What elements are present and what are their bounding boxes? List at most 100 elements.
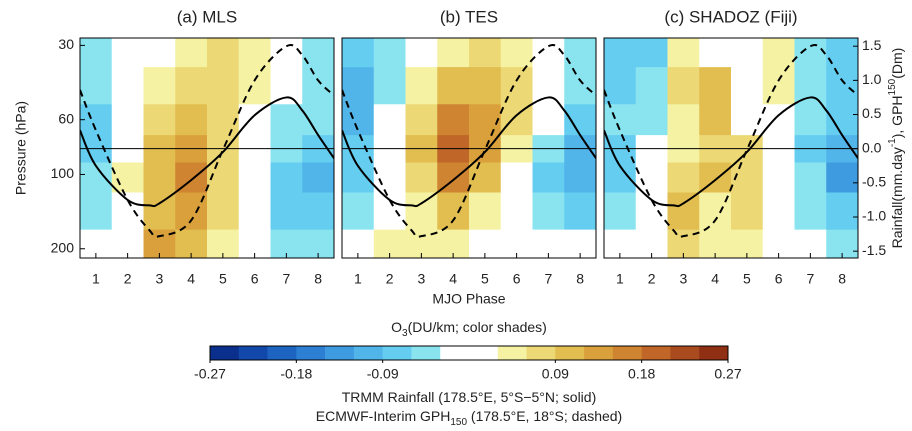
x-tick-label: 2 xyxy=(648,271,656,287)
x-tick-label: 5 xyxy=(219,271,227,287)
contour-cell xyxy=(405,192,438,231)
y2-axis-label-part: ), GPH xyxy=(889,95,905,138)
curve xyxy=(80,96,334,208)
contour-cell xyxy=(238,67,271,105)
x-tick-label: 8 xyxy=(314,271,322,287)
x-tick-label: 2 xyxy=(386,271,394,287)
colorbar-title-part: O xyxy=(391,319,402,335)
contour-cell xyxy=(500,67,533,105)
contour-cell xyxy=(699,104,732,136)
contour-cell xyxy=(143,38,176,68)
x-tick-label: 6 xyxy=(251,271,259,287)
contour-cell xyxy=(238,192,271,231)
contour-cell xyxy=(111,104,144,136)
colorbar-tick-label: 0.27 xyxy=(714,366,741,382)
frame xyxy=(79,37,335,259)
contour-cell xyxy=(270,67,303,105)
contour-cell xyxy=(469,67,502,105)
contour-cell xyxy=(564,104,596,136)
frame xyxy=(341,37,597,259)
contour-cell xyxy=(80,104,113,136)
colorbar-bin xyxy=(612,346,642,360)
contour-cell xyxy=(143,192,176,231)
contour-cell xyxy=(667,38,700,68)
x-tick-label: 3 xyxy=(155,271,163,287)
x-tick-label: 5 xyxy=(743,271,751,287)
y2-axis-label-part: -1 xyxy=(887,138,898,147)
contour-cell xyxy=(342,67,375,105)
contour-cell xyxy=(405,67,438,105)
panel xyxy=(80,38,334,258)
colorbar-bin xyxy=(641,346,671,360)
contour-cell xyxy=(794,192,827,231)
contour-cell xyxy=(731,192,764,231)
contour-cell xyxy=(635,192,668,231)
y2-tick-label: -1.5 xyxy=(862,242,886,258)
note-part: (178.5°E, 18°S; dashed) xyxy=(467,408,622,424)
frame xyxy=(603,37,859,259)
x-tick-label: 3 xyxy=(417,271,425,287)
contour-cell xyxy=(604,38,637,68)
contour-cell xyxy=(270,38,303,68)
contour-cell xyxy=(437,104,470,136)
contour-cell xyxy=(604,192,637,231)
contour-cell xyxy=(469,104,502,136)
note: TRMM Rainfall (178.5°E, 5°S−5°N; solid) xyxy=(342,389,597,405)
colorbar-bin xyxy=(296,346,326,360)
panel-title: (a) MLS xyxy=(177,7,237,26)
contour-cell xyxy=(405,162,438,193)
contour-cell xyxy=(794,104,827,136)
colorbar-bin xyxy=(267,346,297,360)
contour-cell xyxy=(762,67,795,105)
colorbar-bin xyxy=(497,346,527,360)
contour-cell xyxy=(500,104,533,136)
contour-cell xyxy=(111,162,144,193)
colorbar-tick-label: -0.18 xyxy=(280,366,312,382)
contour-cell xyxy=(564,67,596,105)
y2-tick-label: 0.0 xyxy=(862,139,882,155)
contour-cell xyxy=(667,67,700,105)
contour-cell xyxy=(302,192,334,231)
colorbar-bin xyxy=(526,346,556,360)
x-tick-label: 1 xyxy=(616,271,624,287)
x-tick-label: 4 xyxy=(711,271,719,287)
contour-cell xyxy=(731,67,764,105)
y-tick-label: 60 xyxy=(58,110,74,126)
colorbar-bin xyxy=(325,346,355,360)
contour-cell xyxy=(342,104,375,136)
contour-cell xyxy=(270,162,303,193)
contour-cell xyxy=(373,67,406,105)
colorbar-bin xyxy=(382,346,412,360)
contour-cell xyxy=(826,104,858,136)
note: ECMWF-Interim GPH150 (178.5°E, 18°S; das… xyxy=(316,408,622,428)
contour-cell xyxy=(80,192,113,231)
contour-cell xyxy=(469,38,502,68)
curve xyxy=(342,96,596,208)
contour-cell xyxy=(762,162,795,193)
contour-cell xyxy=(794,38,827,68)
contour-cell xyxy=(238,104,271,136)
colorbar-bin xyxy=(210,346,240,360)
x-tick-label: 6 xyxy=(513,271,521,287)
y2-axis-label-part: Rainfall(mm.day xyxy=(889,147,905,248)
contour-cell xyxy=(80,67,113,105)
x-tick-label: 7 xyxy=(282,271,290,287)
y2-axis-label: Rainfall(mm.day-1), GPH150(Dm) xyxy=(887,48,905,249)
panel-title: (c) SHADOZ (Fiji) xyxy=(664,7,797,26)
contour-cell xyxy=(794,162,827,193)
contour-cell xyxy=(532,162,565,193)
colorbar-title-part: (DU/km; color shades) xyxy=(408,319,547,335)
contour-cell xyxy=(405,38,438,68)
contour-cell xyxy=(238,38,271,68)
colorbar-bin xyxy=(238,346,268,360)
note-part: 150 xyxy=(450,417,467,428)
contour-cell xyxy=(405,104,438,136)
colorbar-bin xyxy=(555,346,585,360)
colorbar-title-part: 3 xyxy=(402,328,408,339)
contour-cell xyxy=(667,104,700,136)
y2-axis-label-part: 150 xyxy=(887,78,898,95)
y-axis-label: Pressure (hPa) xyxy=(13,101,29,195)
y-tick-label: 100 xyxy=(51,165,75,181)
contour-cell xyxy=(635,162,668,193)
